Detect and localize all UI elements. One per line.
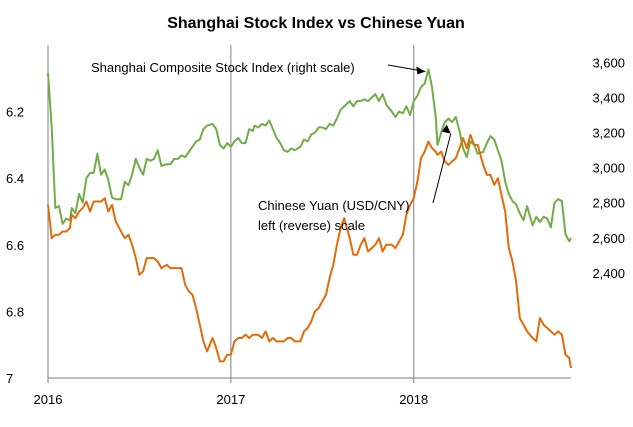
x-tick-label: 2017	[216, 392, 245, 407]
yuan-annotation-line1: Chinese Yuan (USD/CNY)	[258, 198, 410, 213]
x-tick-label: 2016	[34, 392, 63, 407]
right-tick-label: 2,800	[592, 196, 625, 211]
stock-annotation: Shanghai Composite Stock Index (right sc…	[91, 60, 355, 75]
yuan-annotation-arrow	[432, 133, 452, 204]
annotations: Shanghai Composite Stock Index (right sc…	[91, 60, 452, 233]
series-line-stock	[47, 68, 572, 243]
stock-arrowhead	[416, 66, 426, 75]
chart-title: Shanghai Stock Index vs Chinese Yuan	[167, 15, 465, 32]
right-tick-label: 3,200	[592, 126, 625, 141]
right-tick-label: 2,600	[592, 231, 625, 246]
axes: 2016 2017 2018 6.2 6.4 6.6 6.8 7 2,400 2,600 2,800…	[6, 45, 625, 407]
right-tick-label: 2,400	[592, 266, 625, 281]
yuan-arrowhead	[441, 124, 451, 134]
right-tick-label: 3,000	[592, 161, 625, 176]
right-tick-label: 3,600	[592, 56, 625, 71]
left-tick-label: 6.6	[6, 238, 24, 253]
series-line-yuan	[47, 133, 572, 369]
yuan-annotation-line2: left (reverse) scale	[258, 218, 365, 233]
x-tick-label: 2018	[399, 392, 428, 407]
series-lines	[47, 68, 572, 369]
left-tick-label: 6.8	[6, 304, 24, 319]
left-tick-label: 6.2	[6, 105, 24, 120]
left-tick-label: 6.4	[6, 171, 24, 186]
right-tick-label: 3,400	[592, 91, 625, 106]
left-tick-label: 7	[6, 371, 13, 386]
